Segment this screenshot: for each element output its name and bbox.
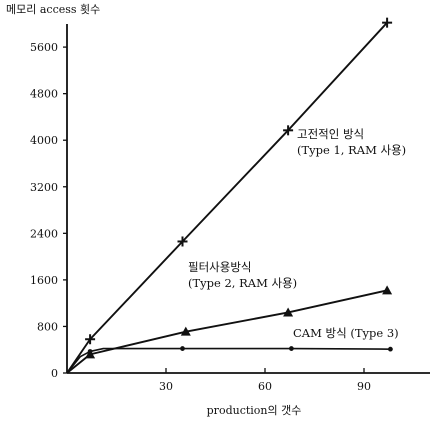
y-tick-label: 3200: [30, 181, 58, 194]
data-point-dot-marker: [180, 346, 185, 351]
y-tick-label: 800: [37, 320, 58, 333]
series-annotation-1: 고전적인 방식: [297, 127, 364, 141]
x-tick-label: 30: [159, 380, 173, 393]
y-tick-label: 4800: [30, 88, 58, 101]
series-group-1: [66, 17, 393, 374]
y-tick-label: 2400: [30, 227, 58, 240]
y-tick-label: 5600: [30, 41, 58, 54]
x-tick-label: 90: [357, 380, 371, 393]
series-annotation-1: (Type 1, RAM 사용): [297, 143, 406, 157]
y-tick-label: 1600: [30, 274, 58, 287]
series-annotation-2: 필터사용방식: [188, 260, 251, 274]
y-tick-label: 0: [51, 367, 58, 380]
series-annotation-2: (Type 2, RAM 사용): [188, 276, 297, 290]
series-layer: [66, 17, 393, 374]
data-point-triangle-marker: [283, 307, 294, 317]
data-point-dot-marker: [388, 346, 393, 352]
y-tick-label: 4000: [30, 134, 58, 147]
x-tick-label: 60: [258, 380, 272, 393]
x-axis-title: production의 갯수: [207, 404, 302, 417]
data-point-plus-marker: [85, 334, 96, 345]
data-point-dot-marker: [289, 346, 294, 351]
data-point-triangle-marker: [382, 285, 393, 295]
data-point-triangle-marker: [85, 349, 96, 359]
data-point-triangle-marker: [180, 326, 191, 336]
y-axis-title: 메모리 access 횟수: [6, 3, 100, 16]
series-annotation-3: CAM 방식 (Type 3): [293, 326, 399, 340]
series-group-2: [66, 285, 393, 374]
data-point-plus-marker: [382, 17, 393, 28]
axes-layer: [63, 24, 430, 374]
data-point-plus-marker: [177, 236, 188, 247]
series-group-3: [66, 346, 393, 374]
series-line-1: [66, 22, 388, 374]
series-line-3: [66, 347, 391, 374]
data-point-dot-marker: [87, 349, 93, 354]
data-point-plus-marker: [283, 125, 294, 136]
text-layer: 0 800 1600 2400 3200 4000 4800 5600 30 60 90 메모리 ac…: [6, 3, 406, 417]
